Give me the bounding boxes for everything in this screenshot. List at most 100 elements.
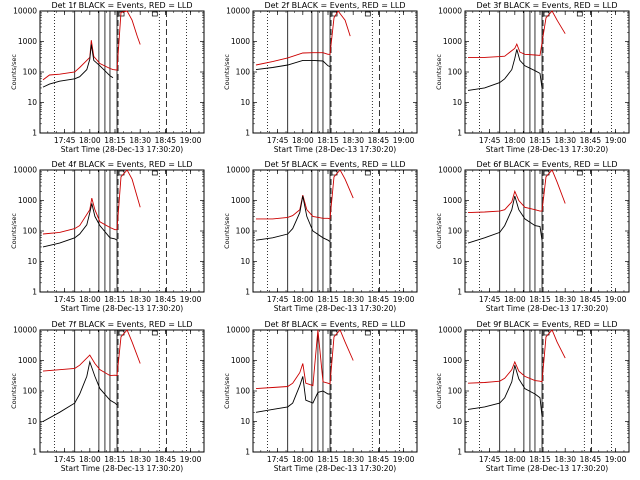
x-tick-label: 18:45	[368, 136, 390, 145]
x-tick-label: 18:30	[342, 136, 364, 145]
y-axis-label: Counts/sec	[223, 54, 231, 90]
y-axis-label: Counts/sec	[435, 54, 443, 90]
panel-9: Det 9f BLACK = Events, RED = LLD 1 10 100 10…	[435, 320, 630, 473]
series-lld	[467, 329, 566, 384]
x-tick-label: 18:15	[529, 295, 551, 304]
x-tick-label: 18:15	[529, 455, 551, 464]
x-tick-label: 18:45	[368, 455, 390, 464]
series-lld	[42, 10, 141, 81]
y-tick-label: 10	[240, 98, 250, 107]
marker-box	[151, 170, 158, 176]
x-axis-label: Start Time (28-Dec-13 17:30:20)	[61, 145, 183, 154]
x-tick-label: 18:45	[368, 295, 390, 304]
x-tick-label: 18:00	[504, 136, 526, 145]
y-tick-label: 10000	[438, 166, 462, 175]
y-tick-label: 100	[448, 68, 463, 77]
y-tick-label: 10	[452, 257, 462, 266]
x-tick-label: 18:00	[504, 455, 526, 464]
y-tick-label: 10000	[226, 166, 250, 175]
x-tick-label: 17:45	[479, 455, 501, 464]
y-tick-label: 1000	[231, 356, 250, 365]
marker-box	[576, 11, 583, 17]
marker-box	[364, 330, 371, 336]
series-lld	[42, 169, 141, 235]
x-tick-label: 19:00	[180, 136, 202, 145]
series-events	[467, 195, 543, 244]
series-events	[42, 44, 114, 88]
y-axis-label: Counts/sec	[223, 213, 231, 249]
x-tick-label: 18:00	[292, 455, 314, 464]
series-events	[42, 203, 118, 248]
plot-frame	[464, 329, 630, 453]
x-tick-label: 19:00	[605, 136, 627, 145]
x-tick-label: 18:30	[129, 136, 151, 145]
x-tick-label: 18:30	[129, 455, 151, 464]
series-lld	[467, 169, 566, 214]
y-tick-label: 1000	[18, 356, 37, 365]
panel-title: Det 8f BLACK = Events, RED = LLD	[264, 320, 405, 329]
x-axis-label: Start Time (28-Dec-13 17:30:20)	[486, 464, 608, 473]
x-tick-label: 18:45	[580, 295, 602, 304]
series-events	[467, 365, 543, 417]
x-tick-label: 19:00	[605, 295, 627, 304]
y-tick-label: 100	[236, 68, 251, 77]
series-lld	[255, 10, 351, 66]
x-tick-label: 18:30	[554, 455, 576, 464]
y-tick-label: 10000	[438, 326, 462, 335]
x-tick-label: 18:45	[155, 455, 177, 464]
x-tick-label: 17:45	[54, 136, 76, 145]
panel-7: Det 7f BLACK = Events, RED = LLD 1 10 100 10…	[10, 320, 205, 473]
x-tick-label: 18:45	[580, 455, 602, 464]
series-events	[42, 360, 118, 422]
x-tick-label: 18:00	[292, 136, 314, 145]
panel-title: Det 4f BLACK = Events, RED = LLD	[51, 160, 192, 169]
panel-6: Det 6f BLACK = Events, RED = LLD 1 10 100 10…	[435, 160, 630, 313]
x-tick-label: 17:45	[267, 295, 289, 304]
x-tick-label: 17:45	[267, 136, 289, 145]
y-tick-label: 1000	[443, 196, 462, 205]
y-tick-label: 1	[457, 129, 462, 138]
panel-2: Det 2f BLACK = Events, RED = LLD 1 10 100 10…	[223, 1, 418, 154]
y-tick-label: 100	[23, 227, 38, 236]
x-tick-label: 17:45	[479, 136, 501, 145]
y-tick-label: 100	[23, 387, 38, 396]
y-tick-label: 10	[27, 417, 37, 426]
marker-box	[364, 170, 371, 176]
y-axis-label: Counts/sec	[10, 213, 18, 249]
x-tick-label: 18:30	[554, 295, 576, 304]
x-axis-label: Start Time (28-Dec-13 17:30:20)	[274, 304, 396, 313]
y-tick-label: 1	[457, 448, 462, 457]
plot-frame	[252, 169, 418, 293]
y-tick-label: 10000	[13, 326, 37, 335]
y-tick-label: 1	[32, 448, 37, 457]
series-lld	[255, 329, 354, 390]
x-tick-label: 17:45	[54, 455, 76, 464]
panel-5: Det 5f BLACK = Events, RED = LLD 1 10 100 10…	[223, 160, 418, 313]
y-axis-label: Counts/sec	[435, 373, 443, 409]
y-tick-label: 10000	[438, 7, 462, 16]
x-tick-label: 18:45	[155, 136, 177, 145]
panel-title: Det 9f BLACK = Events, RED = LLD	[476, 320, 617, 329]
marker-box	[364, 11, 371, 17]
y-axis-label: Counts/sec	[223, 373, 231, 409]
y-axis-label: Counts/sec	[10, 373, 18, 409]
series-events	[467, 49, 543, 91]
x-tick-label: 18:15	[529, 136, 551, 145]
y-axis-label: Counts/sec	[10, 54, 18, 90]
x-tick-label: 17:45	[479, 295, 501, 304]
panel-8: Det 8f BLACK = Events, RED = LLD 1 10 100 10…	[223, 320, 418, 473]
y-tick-label: 10	[27, 98, 37, 107]
y-tick-label: 10	[240, 257, 250, 266]
y-tick-label: 1	[457, 288, 462, 297]
y-tick-label: 1000	[18, 196, 37, 205]
y-tick-label: 1000	[443, 356, 462, 365]
x-axis-label: Start Time (28-Dec-13 17:30:20)	[61, 464, 183, 473]
x-tick-label: 19:00	[393, 295, 415, 304]
x-tick-label: 19:00	[393, 136, 415, 145]
x-tick-label: 17:45	[267, 455, 289, 464]
panel-4: Det 4f BLACK = Events, RED = LLD 1 10 100 10…	[10, 160, 205, 313]
x-tick-label: 17:45	[54, 295, 76, 304]
plot-frame	[39, 329, 205, 453]
x-axis-label: Start Time (28-Dec-13 17:30:20)	[486, 304, 608, 313]
x-axis-label: Start Time (28-Dec-13 17:30:20)	[486, 145, 608, 154]
